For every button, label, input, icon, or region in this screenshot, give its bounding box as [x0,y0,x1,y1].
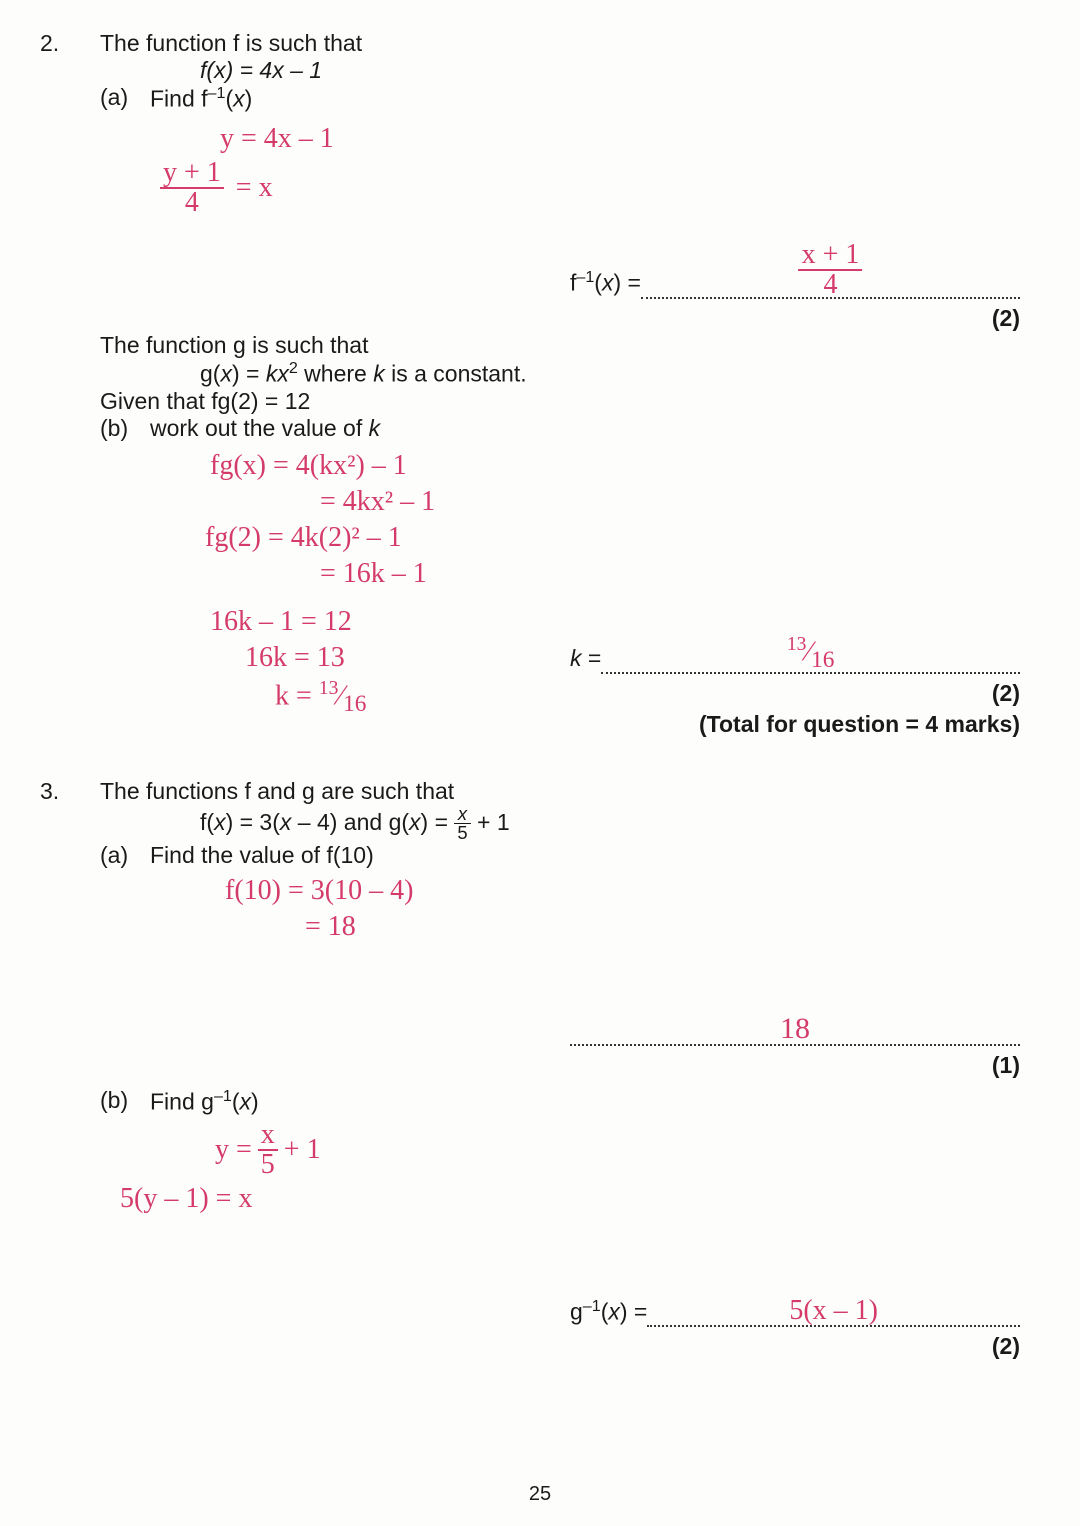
q2-f-def: f(x) = 4x – 1 [200,57,1020,84]
q3b-prompt: Find g–1(x) [150,1087,259,1116]
q2-row: 2. The function f is such that [40,30,1020,57]
q2b-w4: = 16k – 1 [320,558,1020,590]
q3b-w2: 5(y – 1) = x [120,1183,1020,1215]
q2-number: 2. [40,30,100,57]
q2a-label: (a) [100,84,150,111]
q2b-answer-label: k = [570,645,601,674]
q3b-marks: (2) [40,1333,1020,1360]
q2b-w1: fg(x) = 4(kx²) – 1 [210,450,1020,482]
page-number: 25 [529,1483,551,1506]
q3a-answer: 18 [780,1012,810,1046]
q2b-marks: (2) [40,680,1020,707]
q3b-answer: 5(x – 1) [789,1295,878,1327]
q2b-w2: = 4kx² – 1 [320,486,1020,518]
q2a-answer: x + 1 4 [799,241,863,299]
q3-row: 3. The functions f and g are such that [40,778,1020,805]
q2b-row: (b) work out the value of k [100,415,1020,442]
q2b-w3: fg(2) = 4k(2)² – 1 [205,522,1020,554]
q2a-row: (a) Find f–1(x) [100,84,1020,113]
q2b-answer: 13⁄16 [787,634,835,674]
q2b-label: (b) [100,415,150,442]
q3b-label: (b) [100,1087,150,1114]
q2a-answer-line: f–1(x) = x + 1 4 [570,267,1020,299]
q2a-marks: (2) [40,305,1020,332]
q3-number: 3. [40,778,100,805]
q2a-answer-label: f–1(x) = [570,268,641,299]
q3b-answer-label: g–1(x) = [570,1297,647,1328]
q2-g-def: g(x) = kx2 where k is a constant. [200,359,1020,388]
q2b-prompt: work out the value of k [150,415,380,442]
q2a-work1: y = 4x – 1 [220,123,1020,155]
q2-g-given: Given that fg(2) = 12 [100,388,1020,415]
q2b-w5: 16k – 1 = 12 [210,606,1020,638]
q2a-work2: y + 1 4 = x [160,159,1020,217]
q3a-answer-line: 18 [570,1013,1020,1045]
q3-fdef: f(x) = 3(x – 4) and g(x) = x5 + 1 [200,805,1020,843]
q3b-answer-line: g–1(x) = 5(x – 1) [570,1295,1020,1327]
q2-total: (Total for question = 4 marks) [40,711,1020,738]
q2b-answer-line: k = 13⁄16 [570,641,1020,673]
q3-intro: The functions f and g are such that [100,778,454,805]
q3a-row: (a) Find the value of f(10) [100,842,1020,869]
q3a-prompt: Find the value of f(10) [150,842,374,869]
q2-g-intro: The function g is such that [100,332,1020,359]
q3a-w2: = 18 [305,911,1020,943]
q2-intro: The function f is such that [100,30,362,57]
q3a-w1: f(10) = 3(10 – 4) [225,875,1020,907]
q3a-label: (a) [100,842,150,869]
q3b-w1: y = x 5 + 1 [215,1121,1020,1179]
q2a-prompt: Find f–1(x) [150,84,252,113]
q3a-marks: (1) [40,1052,1020,1079]
q3b-row: (b) Find g–1(x) [100,1087,1020,1116]
